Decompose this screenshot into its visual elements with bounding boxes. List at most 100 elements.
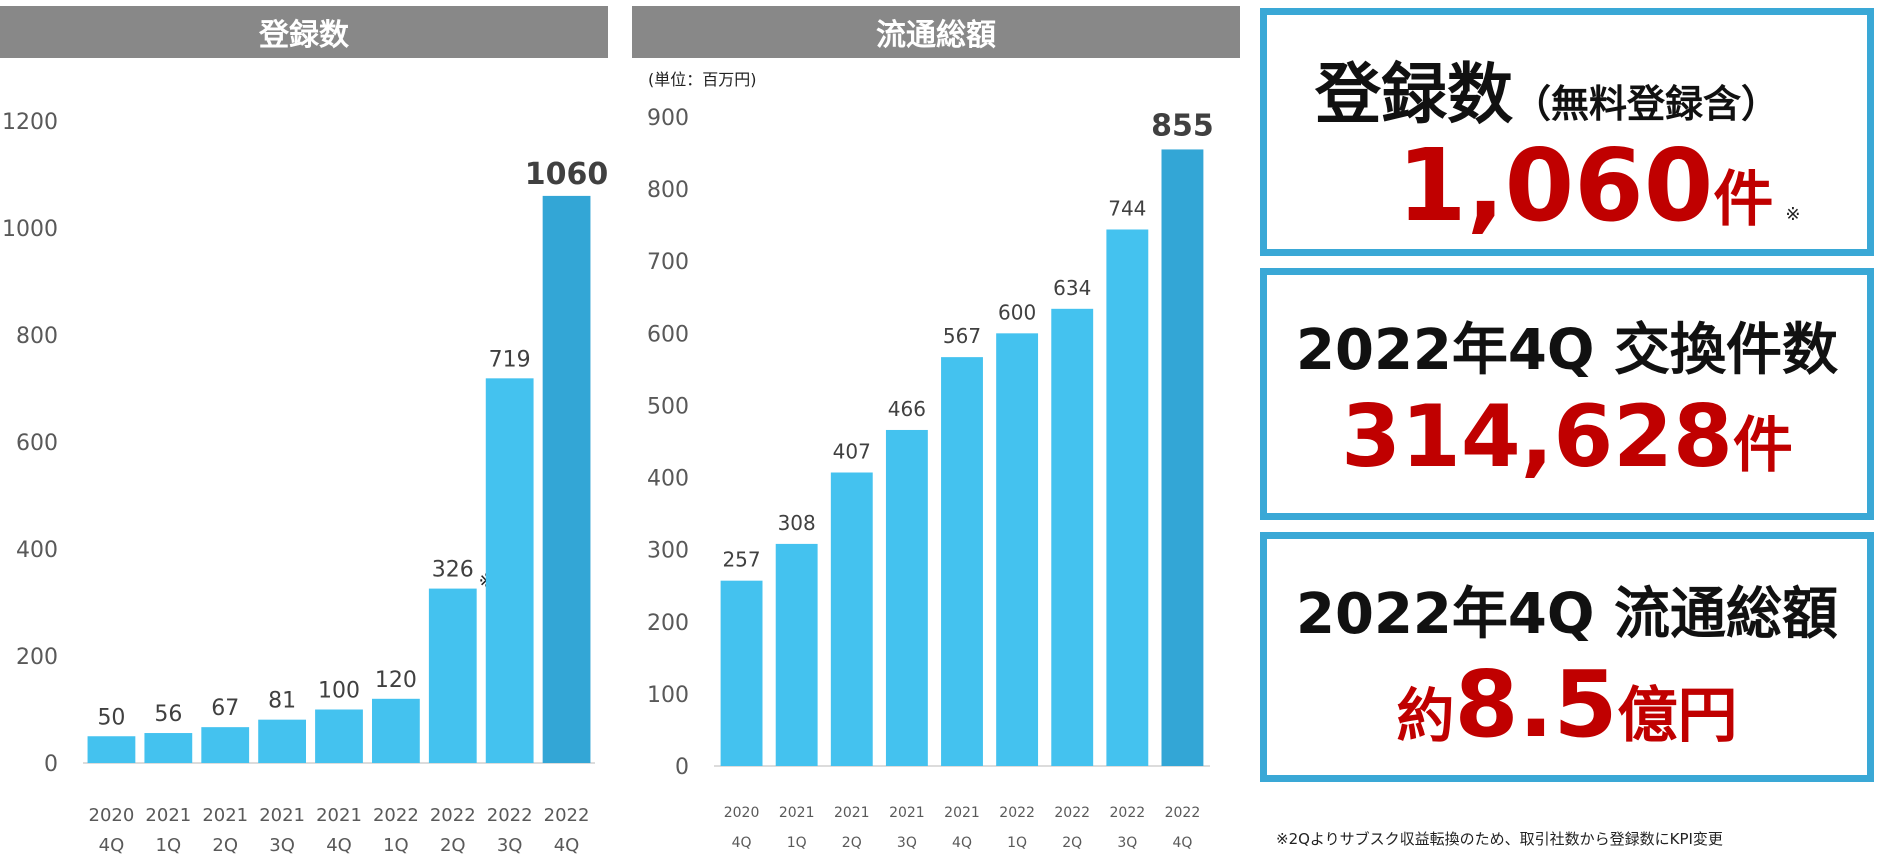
x-tick-label-year: 2020 — [89, 805, 135, 826]
data-label: 744 — [1108, 196, 1146, 220]
kpi-gmv-value: 8.5 — [1454, 651, 1618, 758]
y-tick-label: 0 — [675, 755, 689, 780]
data-label: 466 — [888, 397, 926, 421]
data-label: 634 — [1053, 276, 1091, 300]
x-tick-label-quarter: 2Q — [1062, 835, 1082, 851]
kpi-gmv-title: 2022年4Q 流通総額 — [1296, 582, 1838, 647]
data-label: 257 — [722, 548, 760, 572]
y-tick-label: 600 — [647, 322, 689, 347]
kpi-gmv-value-line: 約8.5億円 — [1267, 651, 1867, 758]
bar — [144, 733, 193, 763]
data-label: 100 — [318, 679, 360, 704]
data-label: 56 — [154, 702, 182, 727]
y-tick-label: 100 — [647, 683, 689, 708]
y-tick-label: 600 — [16, 431, 58, 456]
x-tick-label-quarter: 4Q — [1172, 835, 1192, 851]
y-tick-label: 200 — [647, 611, 689, 636]
bar — [775, 543, 818, 766]
chart1-header: 登録数 — [0, 6, 608, 58]
kpi-gmv: 2022年4Q 流通総額 約8.5億円 — [1260, 532, 1874, 782]
bar — [1106, 229, 1149, 766]
bar — [542, 195, 591, 763]
bar — [315, 709, 363, 763]
data-label: 567 — [943, 324, 981, 348]
kpi-exchanges-title: 2022年4Q 交換件数 — [1296, 318, 1838, 383]
x-tick-label-year: 2021 — [834, 805, 870, 821]
x-tick-label-year: 2021 — [889, 805, 925, 821]
x-tick-label-year: 2021 — [316, 805, 362, 826]
x-tick-label-year: 2022 — [487, 805, 533, 826]
bar — [720, 580, 763, 766]
x-tick-label-quarter: 3Q — [897, 835, 917, 851]
x-tick-label-quarter: 4Q — [732, 835, 752, 851]
bar — [87, 736, 136, 763]
y-tick-label: 700 — [647, 250, 689, 275]
kpi-registrations-title: 登録数（無料登録含） — [1315, 41, 1867, 137]
kpi-registrations-mark: ※ — [1785, 204, 1801, 225]
kpi-exchanges-value-line: 314,628件 — [1267, 387, 1867, 487]
registrations-chart: 0 200 400 600 800 1000 1200 50 2020 4Q 56 2021 1Q 67 2… — [2, 110, 609, 856]
y-tick-label: 900 — [647, 106, 689, 131]
chart2-header: 流通総額 — [632, 6, 1240, 58]
x-tick-label-year: 2021 — [944, 805, 980, 821]
y-tick-label: 0 — [44, 752, 58, 777]
y-tick-label: 400 — [16, 538, 58, 563]
x-tick-label-quarter: 2Q — [212, 835, 238, 856]
x-tick-label-year: 2022 — [1165, 805, 1201, 821]
bar — [428, 588, 477, 763]
y-tick-label: 200 — [16, 645, 58, 670]
bar — [996, 333, 1039, 766]
x-tick-label-quarter: 4Q — [554, 835, 580, 856]
y-tick-label: 400 — [647, 467, 689, 492]
kpi-exchanges-value: 314,628 — [1341, 387, 1733, 487]
data-label: 855 — [1151, 108, 1214, 143]
bar — [371, 698, 420, 763]
x-tick-label-quarter: 2Q — [440, 835, 466, 856]
x-tick-label-year: 2022 — [999, 805, 1035, 821]
x-tick-label-quarter: 1Q — [787, 835, 807, 851]
x-tick-label-quarter: 4Q — [99, 835, 125, 856]
x-tick-label-year: 2022 — [430, 805, 476, 826]
y-tick-label: 800 — [647, 178, 689, 203]
footnote: ※2Qよりサブスク収益転換のため、取引社数から登録数にKPI変更 — [1276, 830, 1723, 848]
x-tick-label-year: 2022 — [1110, 805, 1146, 821]
bar — [1051, 308, 1094, 766]
kpi-exchanges: 2022年4Q 交換件数 314,628件 — [1260, 268, 1874, 520]
bar — [201, 727, 250, 763]
bar — [941, 357, 983, 766]
chart1-title: 登録数 — [259, 18, 349, 53]
x-tick-label-year: 2022 — [373, 805, 419, 826]
bar — [485, 378, 534, 763]
kpi-registrations-value: 1,060 — [1397, 127, 1714, 244]
x-tick-label-quarter: 4Q — [952, 835, 972, 851]
unit-note: (単位：百万円) — [648, 70, 757, 89]
x-tick-label-year: 2021 — [202, 805, 248, 826]
data-label: 50 — [97, 705, 125, 730]
data-label: 600 — [998, 300, 1036, 324]
x-tick-label-quarter: 3Q — [269, 835, 295, 856]
x-tick-label-year: 2020 — [724, 805, 760, 821]
x-tick-label-year: 2021 — [145, 805, 191, 826]
x-tick-label-quarter: 3Q — [497, 835, 523, 856]
kpi-exchanges-unit: 件 — [1732, 411, 1793, 481]
kpi-registrations-sublabel: （無料登録含） — [1513, 82, 1780, 126]
x-tick-label-quarter: 1Q — [383, 835, 409, 856]
data-label: 67 — [211, 696, 239, 721]
x-tick-label-year: 2021 — [259, 805, 305, 826]
data-label: 81 — [268, 689, 296, 714]
x-tick-label-quarter: 3Q — [1117, 835, 1137, 851]
kpi-registrations-unit: 件 — [1713, 165, 1774, 235]
kpi-registrations-value-line: 1,060件 ※ — [1397, 127, 1867, 244]
data-label: 1060 — [525, 157, 609, 192]
y-tick-label: 300 — [647, 539, 689, 564]
kpi-gmv-unit: 億円 — [1617, 681, 1738, 751]
y-tick-label: 1200 — [2, 110, 58, 135]
x-tick-label-quarter: 4Q — [326, 835, 352, 856]
x-tick-label-quarter: 2Q — [842, 835, 862, 851]
x-tick-label-year: 2021 — [779, 805, 815, 821]
kpi-gmv-prefix: 約 — [1396, 682, 1455, 750]
kpi-registrations: 登録数（無料登録含） 1,060件 ※ — [1260, 8, 1874, 256]
data-label: 120 — [375, 668, 417, 693]
y-tick-label: 800 — [16, 324, 58, 349]
y-tick-label: 1000 — [2, 217, 58, 242]
